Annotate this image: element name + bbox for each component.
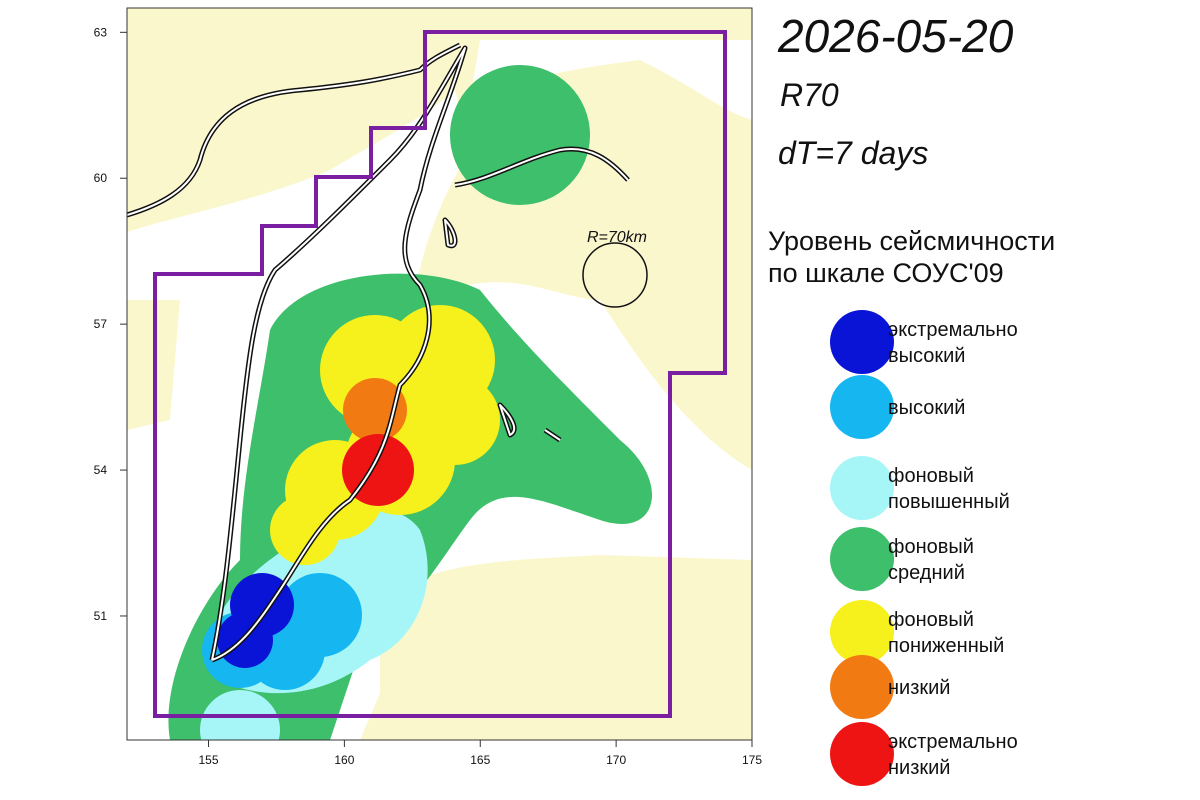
sea [470, 40, 752, 120]
legend-label: низкий [888, 757, 950, 779]
axes: 155 160 165 170 175 51 54 57 60 63 [94, 25, 763, 767]
y-tick-label: 51 [94, 609, 108, 623]
region-boundary [153, 30, 727, 718]
legend-swatch [830, 456, 894, 520]
y-tick-label: 60 [94, 171, 108, 185]
legend-label: экстремально [888, 731, 1018, 753]
legend-label: повышенный [888, 491, 1010, 513]
map-frame [126, 7, 753, 741]
legend-label: фоновый [888, 609, 974, 631]
legend-label: средний [888, 562, 965, 584]
radius-circle [582, 242, 648, 308]
legend-swatch [830, 722, 894, 786]
legend-label: высокий [888, 397, 965, 419]
legend-label: пониженный [888, 635, 1004, 657]
x-tick-label: 165 [470, 753, 490, 767]
legend-swatch [830, 527, 894, 591]
legend-title: по шкале СОУС'09 [768, 258, 1004, 288]
time-window: dT=7 days [778, 135, 928, 171]
legend-swatch [830, 375, 894, 439]
legend-label: высокий [888, 345, 965, 367]
x-tick-label: 160 [334, 753, 354, 767]
legend-label: экстремально [888, 319, 1018, 341]
legend-label: фоновый [888, 536, 974, 558]
y-tick-label: 57 [94, 317, 108, 331]
legend-title: Уровень сейсмичности [768, 226, 1055, 256]
legend-swatch [830, 310, 894, 374]
x-tick-label: 155 [199, 753, 219, 767]
radius-label: R=70km [587, 229, 647, 246]
legend-swatch [830, 655, 894, 719]
x-tick-label: 170 [606, 753, 626, 767]
coastline [127, 42, 630, 663]
model: R70 [780, 77, 839, 113]
date: 2026-05-20 [777, 10, 1014, 62]
y-tick-label: 63 [94, 25, 108, 39]
x-tick-label: 175 [742, 753, 762, 767]
y-tick-label: 54 [94, 463, 108, 477]
legend-swatch [830, 600, 894, 664]
map-area: R=70km [127, 8, 752, 740]
legend-label: низкий [888, 677, 950, 699]
land [380, 555, 752, 740]
legend-label: фоновый [888, 465, 974, 487]
